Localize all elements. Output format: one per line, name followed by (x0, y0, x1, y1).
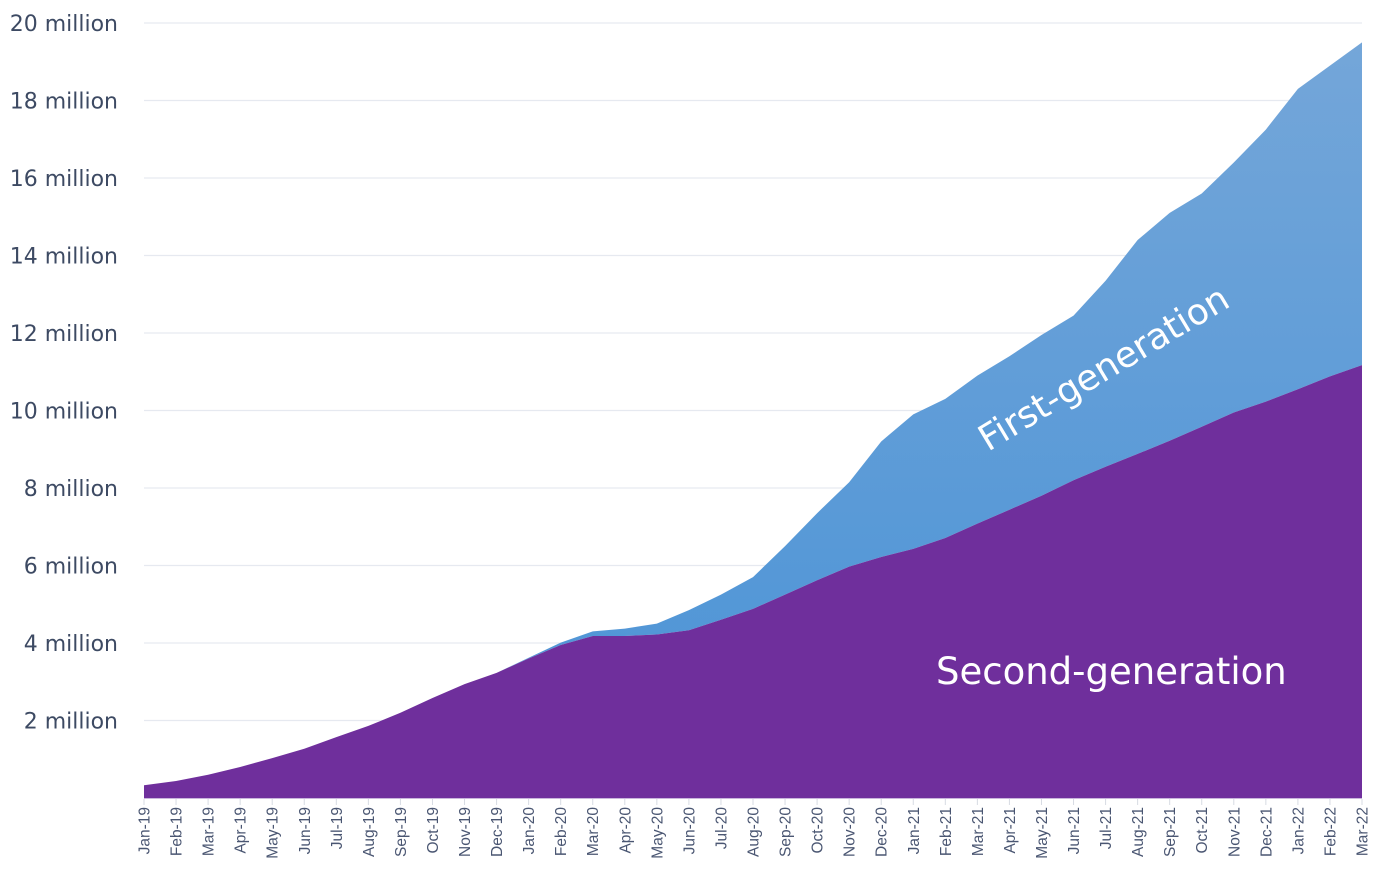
x-tick-label: Jul-21 (1098, 807, 1115, 849)
y-tick-label: 18 million (10, 90, 118, 115)
x-tick-label: Jul-19 (329, 807, 346, 849)
x-tick-label: Jan-21 (906, 807, 923, 854)
y-tick-label: 4 million (24, 632, 118, 657)
x-tick-label: Dec-21 (1258, 807, 1275, 857)
y-tick-label: 20 million (10, 12, 118, 37)
x-axis: Jan-19 Feb-19 Mar-19 Apr-19 May-19 Jun-19 Jul-… (137, 807, 1372, 859)
x-tick-label: Mar-19 (201, 807, 218, 856)
x-axis-ticks (143, 799, 1363, 805)
x-tick-label: Nov-21 (1226, 807, 1243, 857)
x-tick-label: Oct-20 (810, 807, 827, 854)
area-first-generation (144, 42, 1362, 786)
x-tick-label: Aug-21 (1130, 807, 1147, 857)
x-tick-label: Jun-20 (681, 807, 698, 855)
x-tick-label: Jan-19 (137, 807, 154, 854)
y-tick-label: 12 million (10, 322, 118, 347)
x-tick-label: May-20 (649, 807, 666, 859)
x-tick-label: Nov-19 (457, 807, 474, 857)
x-tick-label: Feb-22 (1322, 807, 1339, 856)
x-tick-label: Feb-21 (938, 807, 955, 856)
x-tick-label: Jan-20 (521, 807, 538, 855)
x-tick-label: Apr-20 (617, 807, 634, 854)
x-tick-label: Sep-20 (778, 807, 795, 857)
x-tick-label: Feb-20 (553, 807, 570, 856)
y-tick-label: 6 million (24, 555, 118, 580)
x-tick-label: May-19 (265, 807, 282, 859)
y-tick-label: 8 million (24, 477, 118, 502)
gridlines (144, 22, 1362, 722)
y-tick-label: 2 million (24, 710, 118, 735)
x-tick-label: Aug-20 (746, 807, 763, 857)
x-tick-label: Mar-22 (1355, 807, 1372, 856)
x-tick-label: Mar-20 (585, 807, 602, 856)
second-generation-label: Second-generation (936, 650, 1287, 693)
x-tick-label: Jan-22 (1290, 807, 1307, 854)
x-tick-label: Jun-19 (297, 807, 314, 854)
x-tick-label: Apr-19 (233, 807, 250, 854)
x-tick-label: Jun-21 (1066, 807, 1083, 854)
x-tick-label: Dec-20 (874, 807, 891, 857)
x-tick-label: Oct-19 (425, 807, 442, 854)
x-tick-label: May-21 (1034, 807, 1051, 859)
x-tick-label: Oct-21 (1194, 807, 1211, 854)
x-tick-label: Mar-21 (970, 807, 987, 856)
y-tick-label: 16 million (10, 167, 118, 192)
x-tick-label: Apr-21 (1002, 807, 1019, 854)
area-second-generation (144, 365, 1362, 798)
x-tick-label: Feb-19 (169, 807, 186, 856)
x-tick-label: Nov-20 (842, 807, 859, 857)
x-tick-label: Sep-21 (1162, 807, 1179, 857)
x-tick-label: Sep-19 (393, 807, 410, 857)
y-axis: 2 million 4 million 6 million 8 million 10 m… (10, 12, 118, 735)
x-tick-label: Aug-19 (361, 807, 378, 857)
y-tick-label: 10 million (10, 400, 118, 425)
x-tick-label: Jul-20 (713, 807, 730, 850)
x-tick-label: Dec-19 (489, 807, 506, 857)
y-tick-label: 14 million (10, 245, 118, 270)
